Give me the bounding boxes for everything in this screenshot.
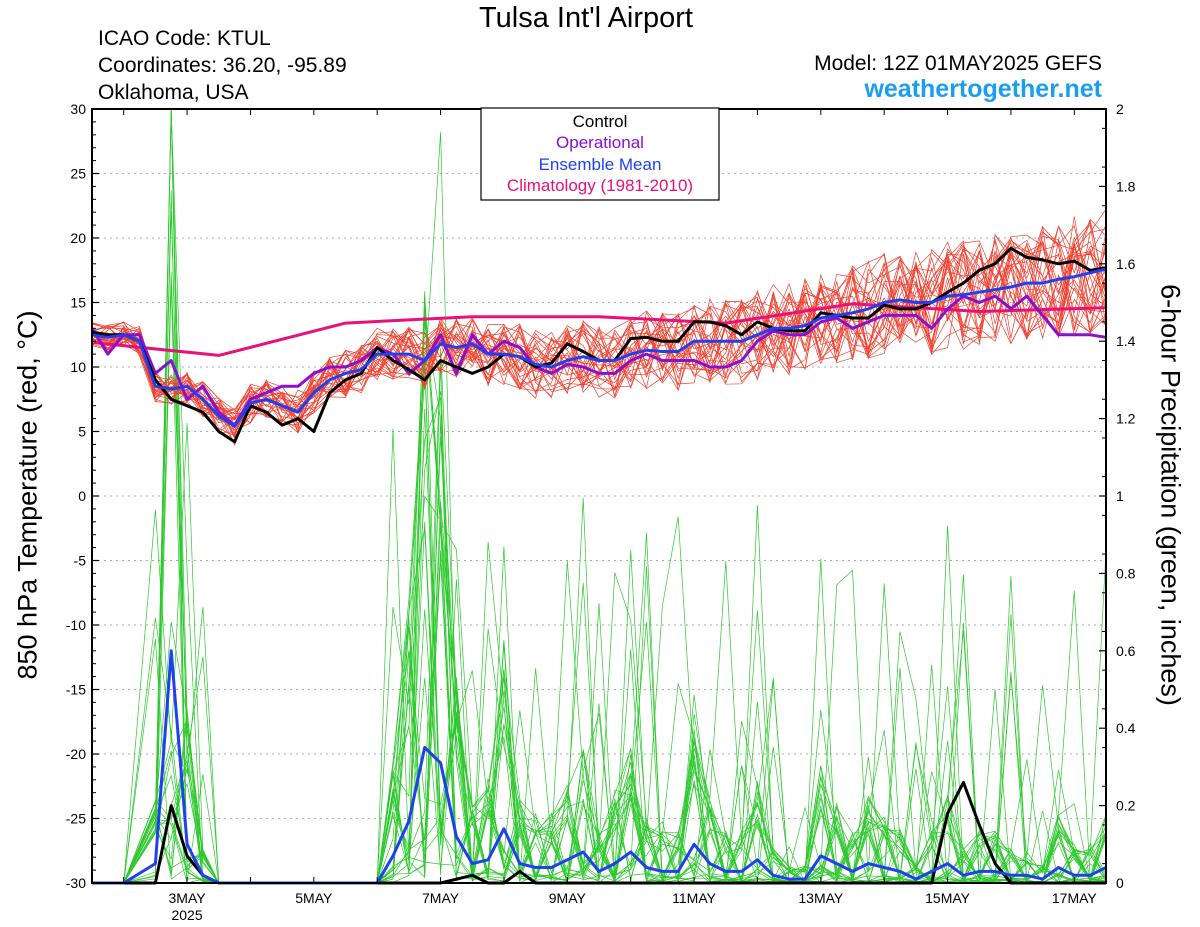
right-tick-label: 1	[1116, 488, 1124, 504]
temperature-member-line	[91, 221, 1107, 421]
legend: Control Operational Ensemble Mean Climat…	[480, 107, 720, 201]
precipitation-member-line	[92, 532, 1107, 884]
precipitation-member-line	[92, 362, 1107, 884]
ensemble-mean-precipitation-line	[92, 649, 1107, 885]
temperature-member-line	[91, 231, 1107, 429]
left-tick-label: 0	[78, 488, 86, 504]
right-tick-label: 1.8	[1116, 178, 1136, 194]
temperature-member-line	[91, 236, 1107, 434]
icao-code: ICAO Code: KTUL	[98, 27, 271, 50]
right-y-axis: 2 1.8 1.6 1.4 1.2 1 0.8 0.6 0.4 0.2 0	[1099, 101, 1136, 891]
x-tick-label: 5MAY	[295, 890, 333, 906]
right-tick-label: 1.4	[1116, 333, 1136, 349]
left-tick-label: -15	[66, 682, 86, 698]
x-tick-label: 7MAY	[422, 890, 460, 906]
left-tick-label: 25	[70, 166, 86, 182]
left-tick-label: 5	[78, 424, 86, 440]
temperature-member-line	[91, 209, 1107, 434]
temperature-member-line	[91, 218, 1107, 424]
left-tick-label: -5	[74, 553, 87, 569]
precipitation-member-line	[92, 501, 1107, 884]
precipitation-member-line	[92, 550, 1107, 884]
right-tick-label: 2	[1116, 101, 1124, 117]
left-tick-label: -25	[66, 811, 86, 827]
precipitation-member-line	[92, 420, 1107, 884]
legend-entry-operational: Operational	[556, 133, 644, 152]
left-tick-label: 30	[70, 101, 86, 117]
legend-entry-climatology: Climatology (1981-2010)	[507, 176, 693, 195]
ensemble-mean-temperature-line	[91, 267, 1107, 428]
x-tick-label: 3MAY	[169, 890, 207, 906]
website-link[interactable]: weathertogether.net	[864, 75, 1102, 103]
left-axis-label: 850 hPa Temperature (red, °C)	[12, 310, 43, 680]
climatology-temperature-line	[91, 302, 1107, 357]
temperature-member-line	[91, 223, 1107, 418]
right-tick-label: 1.2	[1116, 411, 1136, 427]
precipitation-member-line	[92, 621, 1107, 884]
legend-entry-ensemble-mean: Ensemble Mean	[539, 155, 662, 174]
temperature-member-line	[91, 233, 1107, 422]
x-tick-label: 13MAY	[798, 890, 844, 906]
chart-title: Tulsa Int'l Airport	[479, 2, 693, 34]
x-tick-label: 11MAY	[672, 890, 716, 906]
operational-temperature-line	[90, 294, 1107, 427]
precipitation-member-line	[92, 272, 1107, 884]
left-tick-label: -20	[66, 746, 86, 762]
legend-entry-control: Control	[573, 112, 628, 131]
precipitation-member-line	[92, 558, 1107, 884]
right-axis-label: 6-hour Precipitation (green, inches)	[1155, 284, 1186, 706]
precipitation-member-line	[92, 423, 1107, 884]
model-run: Model: 12Z 01MAY2025 GEFS	[814, 52, 1102, 75]
x-tick-label: 9MAY	[549, 890, 587, 906]
location: Oklahoma, USA	[98, 81, 249, 104]
right-tick-label: 1.6	[1116, 256, 1136, 272]
precipitation-member-line	[92, 391, 1107, 884]
left-tick-label: 10	[70, 359, 86, 375]
right-tick-label: 0.4	[1116, 720, 1136, 736]
legend-box	[480, 107, 720, 201]
left-y-axis: 30 25 20 15 10 5 0 -5 -10 -15 -20 -25 -30	[66, 101, 99, 891]
temperature-member-line	[91, 224, 1107, 436]
left-tick-label: 15	[70, 295, 86, 311]
precipitation-member-line	[92, 523, 1107, 884]
coordinates: Coordinates: 36.20, -95.89	[98, 54, 347, 77]
precipitation-member-lines	[92, 108, 1107, 884]
main-series-lines	[90, 246, 1107, 885]
right-tick-label: 0.8	[1116, 565, 1136, 581]
x-tick-label: 17MAY	[1052, 890, 1098, 906]
left-tick-label: 20	[70, 230, 86, 246]
temperature-member-line	[91, 226, 1107, 434]
right-tick-label: 0	[1116, 875, 1124, 891]
left-tick-label: -30	[66, 875, 86, 891]
control-precipitation-line	[92, 780, 1106, 885]
temperature-member-line	[91, 244, 1107, 434]
temperature-member-line	[91, 240, 1107, 432]
x-tick-label: 15MAY	[925, 890, 971, 906]
x-tick-sublabel: 2025	[171, 907, 202, 923]
left-tick-label: -10	[66, 617, 86, 633]
gridlines	[92, 173, 1106, 819]
right-tick-label: 0.2	[1116, 798, 1136, 814]
temperature-member-line	[91, 228, 1107, 424]
right-tick-label: 0.6	[1116, 643, 1136, 659]
precipitation-member-line	[92, 132, 1107, 884]
